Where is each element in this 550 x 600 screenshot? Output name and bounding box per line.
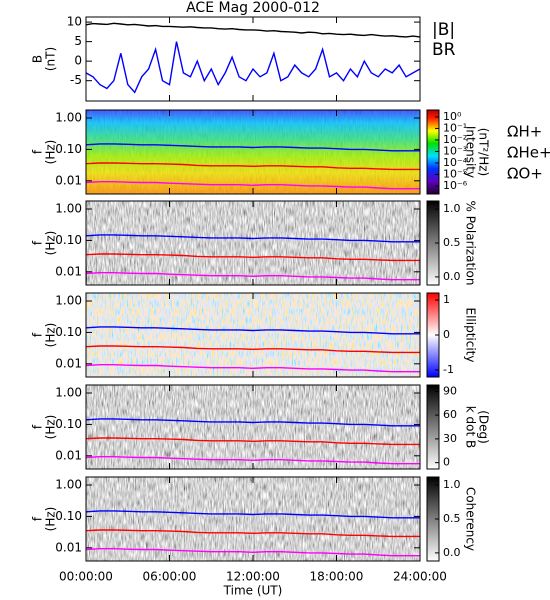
y-tick-label: -5 <box>70 73 82 87</box>
chart-title: ACE Mag 2000-012 <box>186 0 320 16</box>
colorbar-tick-label: 0.0 <box>443 270 461 283</box>
legend-label: ΩO+ <box>507 165 543 183</box>
colorbar-tick-label: 1 <box>443 293 450 306</box>
y-axis-label: (Hz) <box>44 231 58 256</box>
colorbar-tick-label: 0 <box>443 456 450 469</box>
y-axis-label: (Hz) <box>44 507 58 532</box>
series-line <box>86 529 420 538</box>
legend-label: BR <box>432 40 456 60</box>
colorbar-tick-label: 10⁻³ <box>443 144 467 157</box>
y-tick-label: 0 <box>74 54 82 68</box>
y-axis-label: f <box>31 516 45 521</box>
colorbar-label: k dot B <box>464 406 478 448</box>
series-line <box>86 364 420 373</box>
series-line <box>86 234 420 243</box>
y-tick-label: 0.01 <box>55 448 82 462</box>
colorbar-tick-label: 10⁰ <box>443 110 462 123</box>
y-axis-label: (Hz) <box>44 140 58 165</box>
colorbar-tick-label: 0.5 <box>443 512 461 525</box>
series-line <box>86 326 420 335</box>
y-axis-label: f <box>31 240 45 245</box>
colorbar-tick-label: 10⁻² <box>443 133 467 146</box>
colorbar-tick-label: -1 <box>443 363 454 376</box>
y-tick-label: 1.00 <box>55 478 82 492</box>
colorbar <box>426 109 440 195</box>
series-line <box>86 456 420 465</box>
y-tick-label: 0.10 <box>55 417 82 431</box>
y-tick-label: 0.10 <box>55 142 82 156</box>
series-line <box>86 181 420 190</box>
colorbar <box>426 384 440 470</box>
series-line <box>86 253 420 262</box>
spectrogram-image <box>86 201 420 285</box>
x-tick-label: 06:00:00 <box>143 570 197 584</box>
y-axis-label: f <box>31 149 45 154</box>
colorbar-label: Coherency <box>464 487 478 551</box>
series-line <box>86 345 420 354</box>
y-tick-label: 1.00 <box>55 386 82 400</box>
colorbar-tick-label: 0.0 <box>443 546 461 559</box>
colorbar-tick-label: 0 <box>443 328 450 341</box>
y-tick-label: 0.01 <box>55 356 82 370</box>
series-line <box>86 162 420 171</box>
y-axis-label: B <box>31 55 45 63</box>
colorbar-tick-label: 10⁻⁴ <box>443 156 468 169</box>
y-axis-label: f <box>31 332 45 337</box>
series-line <box>86 437 420 446</box>
legend-label: ΩH+ <box>507 123 542 141</box>
y-tick-label: 1.00 <box>55 294 82 308</box>
colorbar-label: Intensity <box>464 126 478 178</box>
y-tick-label: 0.01 <box>55 173 82 187</box>
series-line <box>86 548 420 557</box>
series-line <box>86 143 420 152</box>
x-tick-label: 12:00:00 <box>226 570 280 584</box>
x-tick-label: 18:00:00 <box>310 570 364 584</box>
colorbar-label: % Polarization <box>464 201 478 286</box>
y-tick-label: 0.10 <box>55 233 82 247</box>
colorbar-label: Ellipticity <box>464 308 478 363</box>
colorbar-tick-label: 0.5 <box>443 236 461 249</box>
spectrogram-texture <box>86 110 420 194</box>
y-tick-label: 5 <box>74 34 82 48</box>
series-line <box>86 510 420 519</box>
x-tick-label: 00:00:00 <box>59 570 113 584</box>
legend-label: |B| <box>432 20 455 40</box>
y-tick-label: 0.10 <box>55 509 82 523</box>
spectrogram-image <box>86 293 420 377</box>
series-line <box>86 272 420 281</box>
colorbar-label: (Deg) <box>477 410 491 444</box>
y-axis-label: (Hz) <box>44 323 58 348</box>
x-tick-label: 24:00:00 <box>393 570 447 584</box>
colorbar-label: (nT²/Hz) <box>477 128 491 176</box>
x-axis-label: Time (UT) <box>223 584 283 598</box>
colorbar-tick-label: 60 <box>443 408 457 421</box>
y-axis-label: f <box>31 424 45 429</box>
y-tick-label: 0.01 <box>55 264 82 278</box>
colorbar-tick-label: 30 <box>443 432 457 445</box>
colorbar-tick-label: 90 <box>443 384 457 397</box>
y-tick-label: 0.01 <box>55 540 82 554</box>
spectrogram-image <box>86 385 420 469</box>
colorbar-tick-label: 10⁻¹ <box>443 121 467 134</box>
y-tick-label: 10 <box>67 15 82 29</box>
colorbar-tick-label: 1.0 <box>443 478 461 491</box>
y-tick-label: 1.00 <box>55 111 82 125</box>
y-axis-label: (nT) <box>44 47 58 71</box>
series-line <box>86 41 420 94</box>
legend-label: ΩHe+ <box>507 144 550 162</box>
y-tick-label: 0.10 <box>55 325 82 339</box>
y-axis-label: (Hz) <box>44 415 58 440</box>
colorbar-tick-label: 10⁻⁶ <box>443 179 468 192</box>
colorbar-tick-label: 1.0 <box>443 202 461 215</box>
series-line <box>86 418 420 427</box>
colorbar-tick-label: 10⁻⁵ <box>443 167 467 180</box>
y-tick-label: 1.00 <box>55 202 82 216</box>
series-line <box>86 22 420 38</box>
spectrogram-image <box>86 477 420 561</box>
